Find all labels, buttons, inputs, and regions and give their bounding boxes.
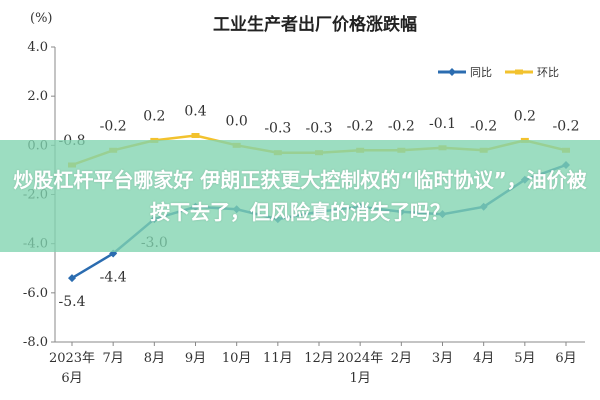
data-label: -0.3	[264, 121, 291, 137]
x-tick-label: 5月	[514, 351, 535, 366]
data-label: 0.4	[184, 104, 206, 120]
data-label: -0.2	[553, 118, 580, 134]
x-tick-label: 12月	[304, 351, 334, 366]
y-tick-label: -8.0	[23, 335, 48, 350]
y-axis-unit: (%)	[30, 11, 53, 26]
series-point	[68, 274, 76, 283]
data-label: -4.4	[100, 270, 127, 286]
data-label: 0.2	[143, 108, 165, 124]
data-label: -0.2	[470, 118, 497, 134]
x-tick-label: 6月	[555, 351, 576, 366]
data-label: -5.4	[59, 294, 86, 310]
y-tick-label: 4.0	[27, 40, 48, 55]
x-tick-label: 2月	[391, 351, 412, 366]
data-label: -0.3	[306, 121, 333, 137]
data-label: -0.1	[429, 116, 456, 132]
legend-marker	[448, 68, 456, 76]
legend-label: 环比	[537, 66, 559, 79]
data-label: 0.2	[514, 108, 536, 124]
x-tick-label: 10月	[222, 351, 252, 366]
x-tick-label: 3月	[432, 351, 453, 366]
x-tick-label: 2023年	[49, 351, 95, 366]
chart-title: 工业生产者出厂价格涨跌幅	[213, 14, 417, 35]
data-label: -0.2	[347, 118, 374, 134]
x-axis: 2023年 6月 7月 8月 9月 10月 11月 12月 2024年 1月 2月 3月 4月 5月 6月	[49, 341, 585, 386]
data-label: -0.2	[388, 118, 415, 134]
data-label: -0.2	[100, 118, 127, 134]
x-tick-label: 7月	[103, 351, 124, 366]
legend-label: 同比	[470, 66, 492, 79]
x-tick-label: 6月	[61, 371, 82, 386]
x-tick-label: 1月	[350, 371, 371, 386]
headline-overlay: 炒股杠杆平台哪家好 伊朗正获更大控制权的“临时协议”，油价被按下去了，但风险真的…	[0, 140, 600, 252]
x-tick-label: 9月	[185, 351, 206, 366]
x-tick-label: 11月	[263, 351, 293, 366]
data-label: 0.0	[226, 113, 248, 129]
x-tick-label: 8月	[144, 351, 165, 366]
headline-text[interactable]: 炒股杠杆平台哪家好 伊朗正获更大控制权的“临时协议”，油价被按下去了，但风险真的…	[13, 168, 587, 224]
series-point	[191, 133, 200, 138]
x-tick-label: 2024年	[337, 351, 383, 366]
legend: 同比 环比	[438, 66, 559, 79]
y-tick-label: -6.0	[23, 286, 48, 301]
y-tick-label: 2.0	[27, 89, 48, 104]
x-tick-label: 4月	[473, 351, 494, 366]
legend-marker	[515, 69, 523, 75]
